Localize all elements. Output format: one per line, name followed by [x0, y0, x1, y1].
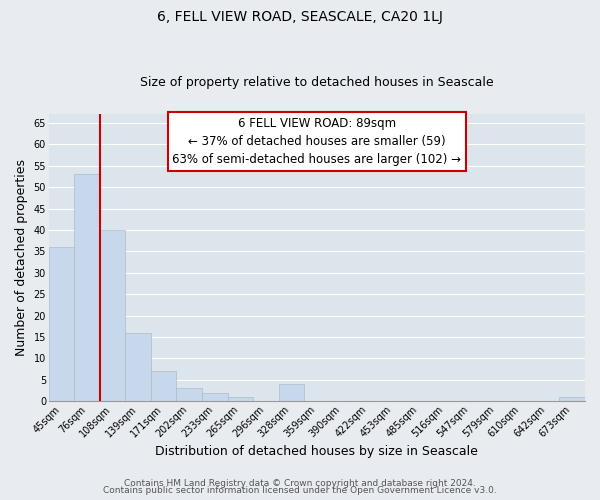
Bar — [176, 388, 202, 402]
Bar — [74, 174, 100, 402]
Bar — [227, 397, 253, 402]
Title: Size of property relative to detached houses in Seascale: Size of property relative to detached ho… — [140, 76, 494, 90]
Bar — [125, 332, 151, 402]
Text: 6 FELL VIEW ROAD: 89sqm
← 37% of detached houses are smaller (59)
63% of semi-de: 6 FELL VIEW ROAD: 89sqm ← 37% of detache… — [172, 117, 461, 166]
X-axis label: Distribution of detached houses by size in Seascale: Distribution of detached houses by size … — [155, 444, 478, 458]
Text: 6, FELL VIEW ROAD, SEASCALE, CA20 1LJ: 6, FELL VIEW ROAD, SEASCALE, CA20 1LJ — [157, 10, 443, 24]
Y-axis label: Number of detached properties: Number of detached properties — [15, 160, 28, 356]
Text: Contains public sector information licensed under the Open Government Licence v3: Contains public sector information licen… — [103, 486, 497, 495]
Bar — [202, 392, 227, 402]
Bar — [151, 372, 176, 402]
Bar — [100, 230, 125, 402]
Bar — [559, 397, 585, 402]
Bar — [278, 384, 304, 402]
Text: Contains HM Land Registry data © Crown copyright and database right 2024.: Contains HM Land Registry data © Crown c… — [124, 478, 476, 488]
Bar — [49, 247, 74, 402]
